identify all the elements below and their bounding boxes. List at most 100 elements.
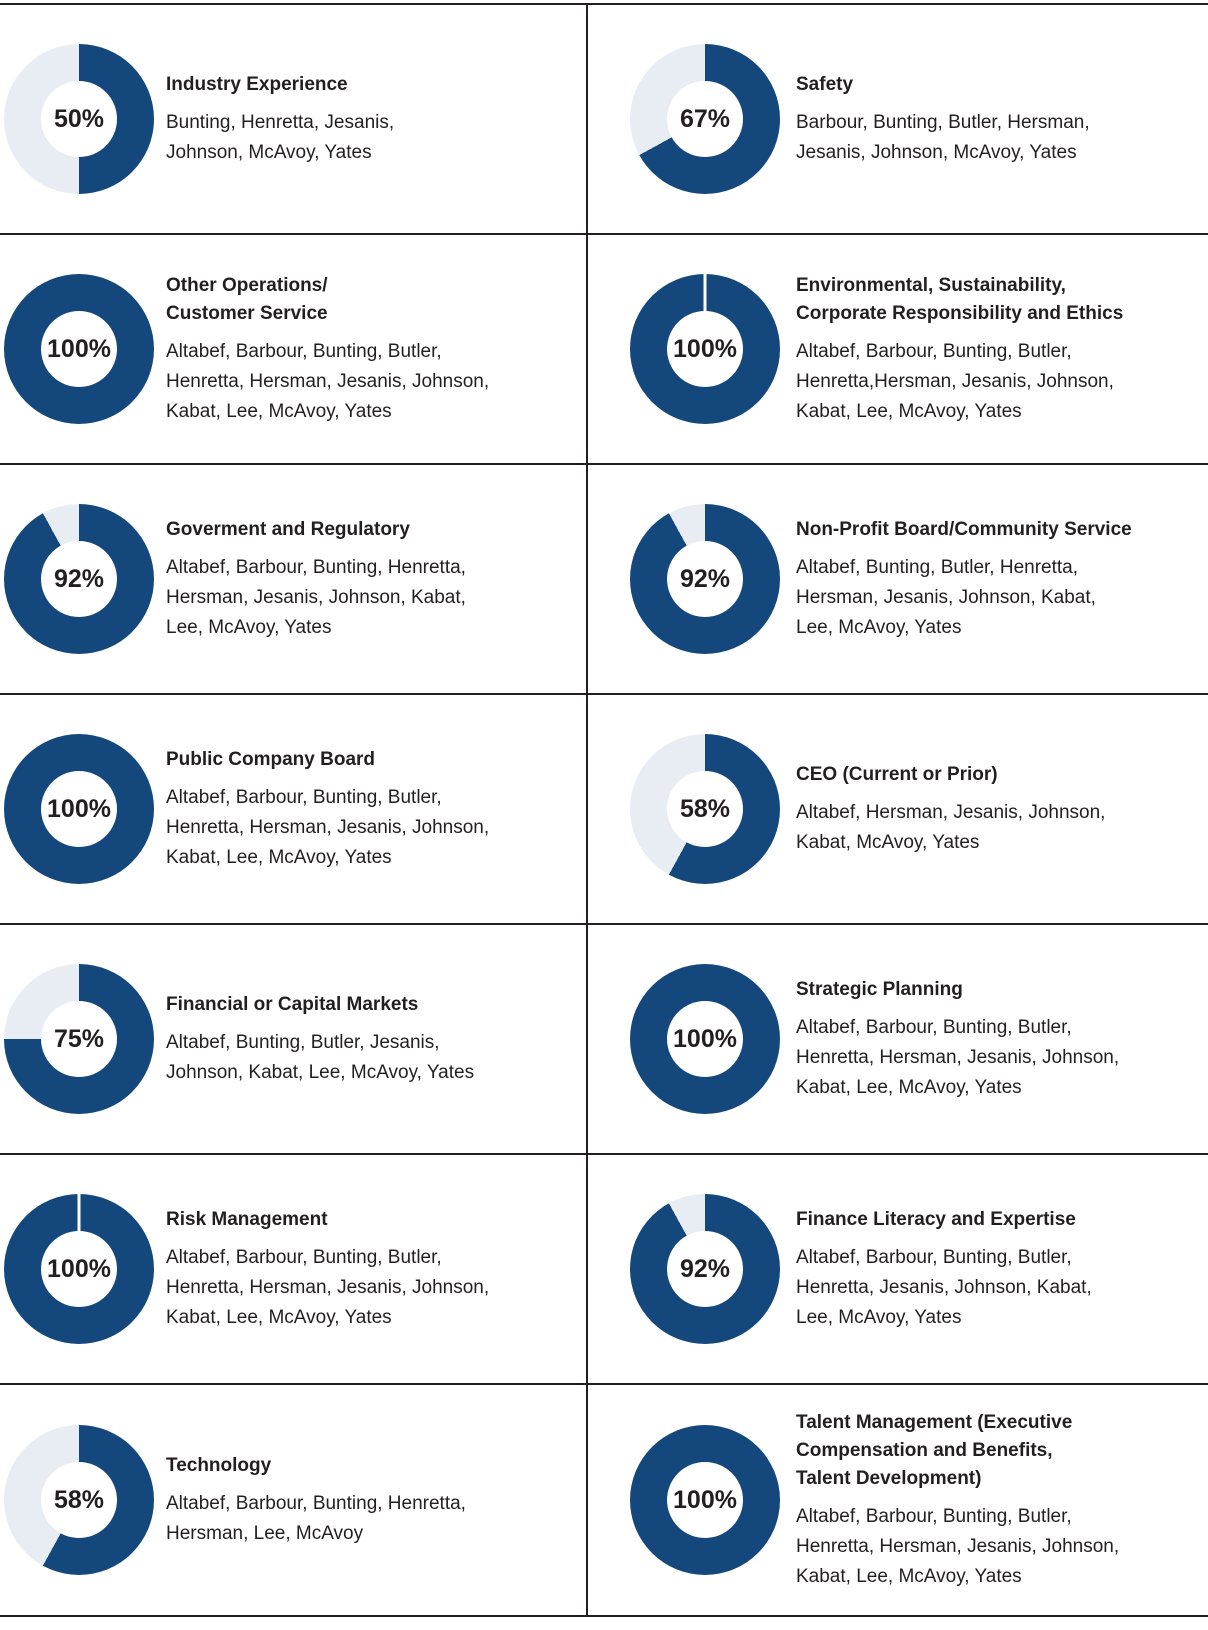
- donut-chart: 100%: [630, 964, 780, 1114]
- director-names-line: Kabat, Lee, McAvoy, Yates: [796, 1565, 1022, 1587]
- skill-text: Other Operations/Customer Service Altabef…: [166, 272, 489, 427]
- donut-hole: 100%: [41, 1231, 117, 1307]
- director-names: Altabef, Barbour, Bunting, Butler, Henret…: [166, 1243, 489, 1333]
- skill-title-line: Other Operations/: [166, 274, 328, 296]
- director-names: Altabef, Barbour, Bunting, Butler, Henret…: [796, 1013, 1119, 1103]
- skill-title-line: Non-Profit Board/Community Service: [796, 518, 1132, 540]
- skill-title-line: Financial or Capital Markets: [166, 993, 419, 1015]
- skill-title: Financial or Capital Markets: [166, 991, 474, 1019]
- director-names-line: Altabef, Barbour, Bunting, Butler,: [166, 786, 442, 808]
- skill-title: Non-Profit Board/Community Service: [796, 516, 1132, 544]
- skill-title-line: Strategic Planning: [796, 978, 963, 1000]
- matrix-row: 75% Financial or Capital Markets Altabef, …: [0, 925, 1208, 1155]
- director-names: Altabef, Barbour, Bunting, Butler, Henret…: [796, 1243, 1092, 1333]
- skill-title-line: Public Company Board: [166, 748, 376, 770]
- donut-chart: 67%: [630, 44, 780, 194]
- donut-chart: 75%: [4, 964, 154, 1114]
- skill-cell: 50% Industry Experience Bunting, Henretta,…: [0, 5, 588, 233]
- percent-label: 58%: [53, 1485, 105, 1514]
- percent-label: 58%: [679, 794, 731, 823]
- skill-title: Public Company Board: [166, 746, 489, 774]
- skill-cell: 92% Finance Literacy and Expertise Altabef…: [588, 1155, 1208, 1383]
- director-names-line: Lee, McAvoy, Yates: [796, 1306, 962, 1328]
- donut-gap: [77, 1194, 81, 1232]
- skill-title: Goverment and Regulatory: [166, 516, 466, 544]
- director-names-line: Altabef, Barbour, Bunting, Butler,: [796, 1246, 1072, 1268]
- director-names: Bunting, Henretta, Jesanis, Johnson, McAv…: [166, 108, 394, 168]
- percent-label: 92%: [679, 564, 731, 593]
- director-names-line: Lee, McAvoy, Yates: [796, 616, 962, 638]
- skill-text: Industry Experience Bunting, Henretta, Je…: [166, 71, 394, 168]
- percent-label: 100%: [47, 794, 111, 823]
- skill-cell: 100% Environmental, Sustainability, Corpor…: [588, 235, 1208, 463]
- skill-title-line: Customer Service: [166, 302, 328, 324]
- skill-title: Other Operations/Customer Service: [166, 272, 489, 328]
- skill-text: Technology Altabef, Barbour, Bunting, Hen…: [166, 1452, 466, 1549]
- matrix-row: 92% Goverment and Regulatory Altabef, Barb…: [0, 465, 1208, 695]
- director-names-line: Altabef, Barbour, Bunting, Butler,: [796, 340, 1072, 362]
- donut-chart: 92%: [630, 1194, 780, 1344]
- director-names: Altabef, Bunting, Butler, Henretta, Hersm…: [796, 553, 1132, 643]
- donut-hole: 92%: [41, 541, 117, 617]
- donut-chart: 100%: [630, 274, 780, 424]
- skill-text: Public Company Board Altabef, Barbour, Bu…: [166, 746, 489, 873]
- percent-label: 100%: [673, 334, 737, 363]
- director-names-line: Kabat, McAvoy, Yates: [796, 831, 980, 853]
- donut-hole: 67%: [667, 81, 743, 157]
- skill-title: Strategic Planning: [796, 976, 1119, 1004]
- donut-hole: 92%: [667, 541, 743, 617]
- director-names-line: Henretta, Hersman, Jesanis, Johnson,: [166, 370, 490, 392]
- donut-hole: 100%: [41, 311, 117, 387]
- matrix-row: 50% Industry Experience Bunting, Henretta,…: [0, 5, 1208, 235]
- skill-cell: 75% Financial or Capital Markets Altabef, …: [0, 925, 588, 1153]
- skill-title: Talent Management (Executive Compensation…: [796, 1409, 1119, 1493]
- donut-hole: 92%: [667, 1231, 743, 1307]
- donut-chart: 100%: [4, 274, 154, 424]
- skill-title: Industry Experience: [166, 71, 394, 99]
- director-names-line: Kabat, Lee, McAvoy, Yates: [166, 846, 392, 868]
- director-names-line: Hersman, Jesanis, Johnson, Kabat,: [166, 586, 466, 608]
- skill-text: Strategic Planning Altabef, Barbour, Bunt…: [796, 976, 1119, 1103]
- skill-title-line: Goverment and Regulatory: [166, 518, 410, 540]
- percent-label: 100%: [673, 1024, 737, 1053]
- donut-hole: 100%: [41, 771, 117, 847]
- director-names: Altabef, Barbour, Bunting, Butler, Henret…: [166, 337, 489, 427]
- skill-text: Financial or Capital Markets Altabef, Bun…: [166, 991, 474, 1088]
- skill-text: Non-Profit Board/Community Service Altabe…: [796, 516, 1132, 643]
- skill-cell: 58% CEO (Current or Prior) Altabef, Hersma…: [588, 695, 1208, 923]
- skill-title: CEO (Current or Prior): [796, 761, 1105, 789]
- skill-cell: 67% Safety Barbour, Bunting, Butler, Hersm…: [588, 5, 1208, 233]
- director-names: Altabef, Barbour, Bunting, Butler, Henret…: [796, 337, 1123, 427]
- director-names-line: Bunting, Henretta, Jesanis,: [166, 111, 395, 133]
- donut-chart: 100%: [4, 1194, 154, 1344]
- skill-text: Finance Literacy and Expertise Altabef, B…: [796, 1206, 1092, 1333]
- director-names-line: Altabef, Barbour, Bunting, Butler,: [796, 1016, 1072, 1038]
- donut-chart: 92%: [630, 504, 780, 654]
- donut-hole: 100%: [667, 1462, 743, 1538]
- director-names: Altabef, Barbour, Bunting, Henretta, Hers…: [166, 553, 466, 643]
- director-names-line: Altabef, Hersman, Jesanis, Johnson,: [796, 801, 1106, 823]
- director-names-line: Henretta,Hersman, Jesanis, Johnson,: [796, 370, 1114, 392]
- director-names-line: Kabat, Lee, McAvoy, Yates: [796, 1076, 1022, 1098]
- skill-title-line: Safety: [796, 73, 854, 95]
- skills-grid: 50% Industry Experience Bunting, Henretta,…: [0, 3, 1208, 1617]
- skill-title: Environmental, Sustainability, Corporate …: [796, 272, 1123, 328]
- donut-gap: [703, 274, 707, 312]
- skill-cell: 100% Strategic Planning Altabef, Barbour, …: [588, 925, 1208, 1153]
- director-names-line: Altabef, Barbour, Bunting, Henretta,: [166, 1492, 466, 1514]
- director-names-line: Altabef, Barbour, Bunting, Butler,: [166, 340, 442, 362]
- director-names: Barbour, Bunting, Butler, Hersman, Jesani…: [796, 108, 1090, 168]
- donut-hole: 100%: [667, 311, 743, 387]
- skill-cell: 92% Goverment and Regulatory Altabef, Barb…: [0, 465, 588, 693]
- director-names-line: Lee, McAvoy, Yates: [166, 616, 332, 638]
- director-names-line: Henretta, Hersman, Jesanis, Johnson,: [166, 1276, 490, 1298]
- skill-title: Safety: [796, 71, 1090, 99]
- percent-label: 50%: [53, 104, 105, 133]
- skill-cell: 100% Other Operations/Customer Service Alt…: [0, 235, 588, 463]
- percent-label: 92%: [679, 1254, 731, 1283]
- director-names-line: Kabat, Lee, McAvoy, Yates: [796, 400, 1022, 422]
- director-names-line: Altabef, Barbour, Bunting, Butler,: [796, 1505, 1072, 1527]
- donut-chart: 58%: [4, 1425, 154, 1575]
- director-names: Altabef, Hersman, Jesanis, Johnson, Kabat…: [796, 798, 1105, 858]
